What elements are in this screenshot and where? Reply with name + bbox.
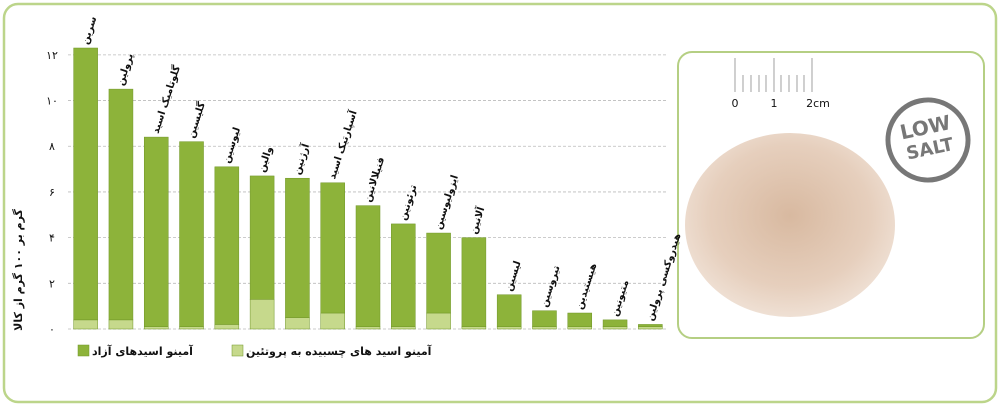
legend-swatch [231,344,244,357]
ruler-label: 0 [732,97,739,110]
y-tick-label: ۶ [49,186,55,199]
low-salt-logo: LOW SALT [885,97,971,183]
ruler-label: 2cm [806,97,830,110]
bar-segment [108,319,134,330]
bar-segment [214,166,240,325]
y-tick-label: ۴ [49,232,55,245]
bar-segment [355,205,381,327]
bar-segment [532,310,557,327]
bar-segment [602,326,628,330]
y-tick-label: ۱۰ [46,95,58,108]
bar-segment [602,319,628,327]
bar-segment [285,177,310,318]
bar-segment [461,326,487,330]
y-tick-label: ۸ [49,140,55,153]
bar-segment [496,326,522,330]
bar-segment [391,223,416,327]
bar-segment [179,326,204,330]
y-tick-label: ۲ [49,277,55,290]
ruler [734,58,813,92]
bar-segment [285,317,310,330]
bar-segment [73,47,98,321]
bar-segment [567,326,593,330]
bar-segment [391,326,416,330]
y-tick-label: ۱۲ [46,49,58,62]
bar-segment [179,141,204,327]
bar-segment [320,182,345,314]
bar-segment [143,136,169,327]
bar-segment [638,324,663,327]
bar-segment [214,324,240,330]
bar-segment [108,88,134,321]
bar-segment [567,312,593,327]
bar-segment [249,175,275,300]
y-axis-label: گرم بر ۱۰۰ گرم از کالا [12,209,25,331]
bar-segment [249,299,275,330]
ruler-label: 1 [771,97,778,110]
legend-swatch [77,344,90,357]
bar-segment [143,326,169,330]
bar-segment [320,312,345,330]
bar-segment [532,326,557,330]
bar-segment [73,319,98,330]
salt-pile [685,133,895,317]
bar-segment [496,294,522,327]
bar-segment [638,326,663,330]
bar-segment [426,312,451,330]
bar-segment [355,326,381,330]
y-tick-label: ۰ [49,323,55,336]
bar-segment [461,237,487,327]
bar-segment [426,232,451,314]
legend-label: آمینو اسید های چسبیده به پروتئین [246,344,432,358]
legend-label: آمینو اسیدهای آزاد [92,344,193,358]
